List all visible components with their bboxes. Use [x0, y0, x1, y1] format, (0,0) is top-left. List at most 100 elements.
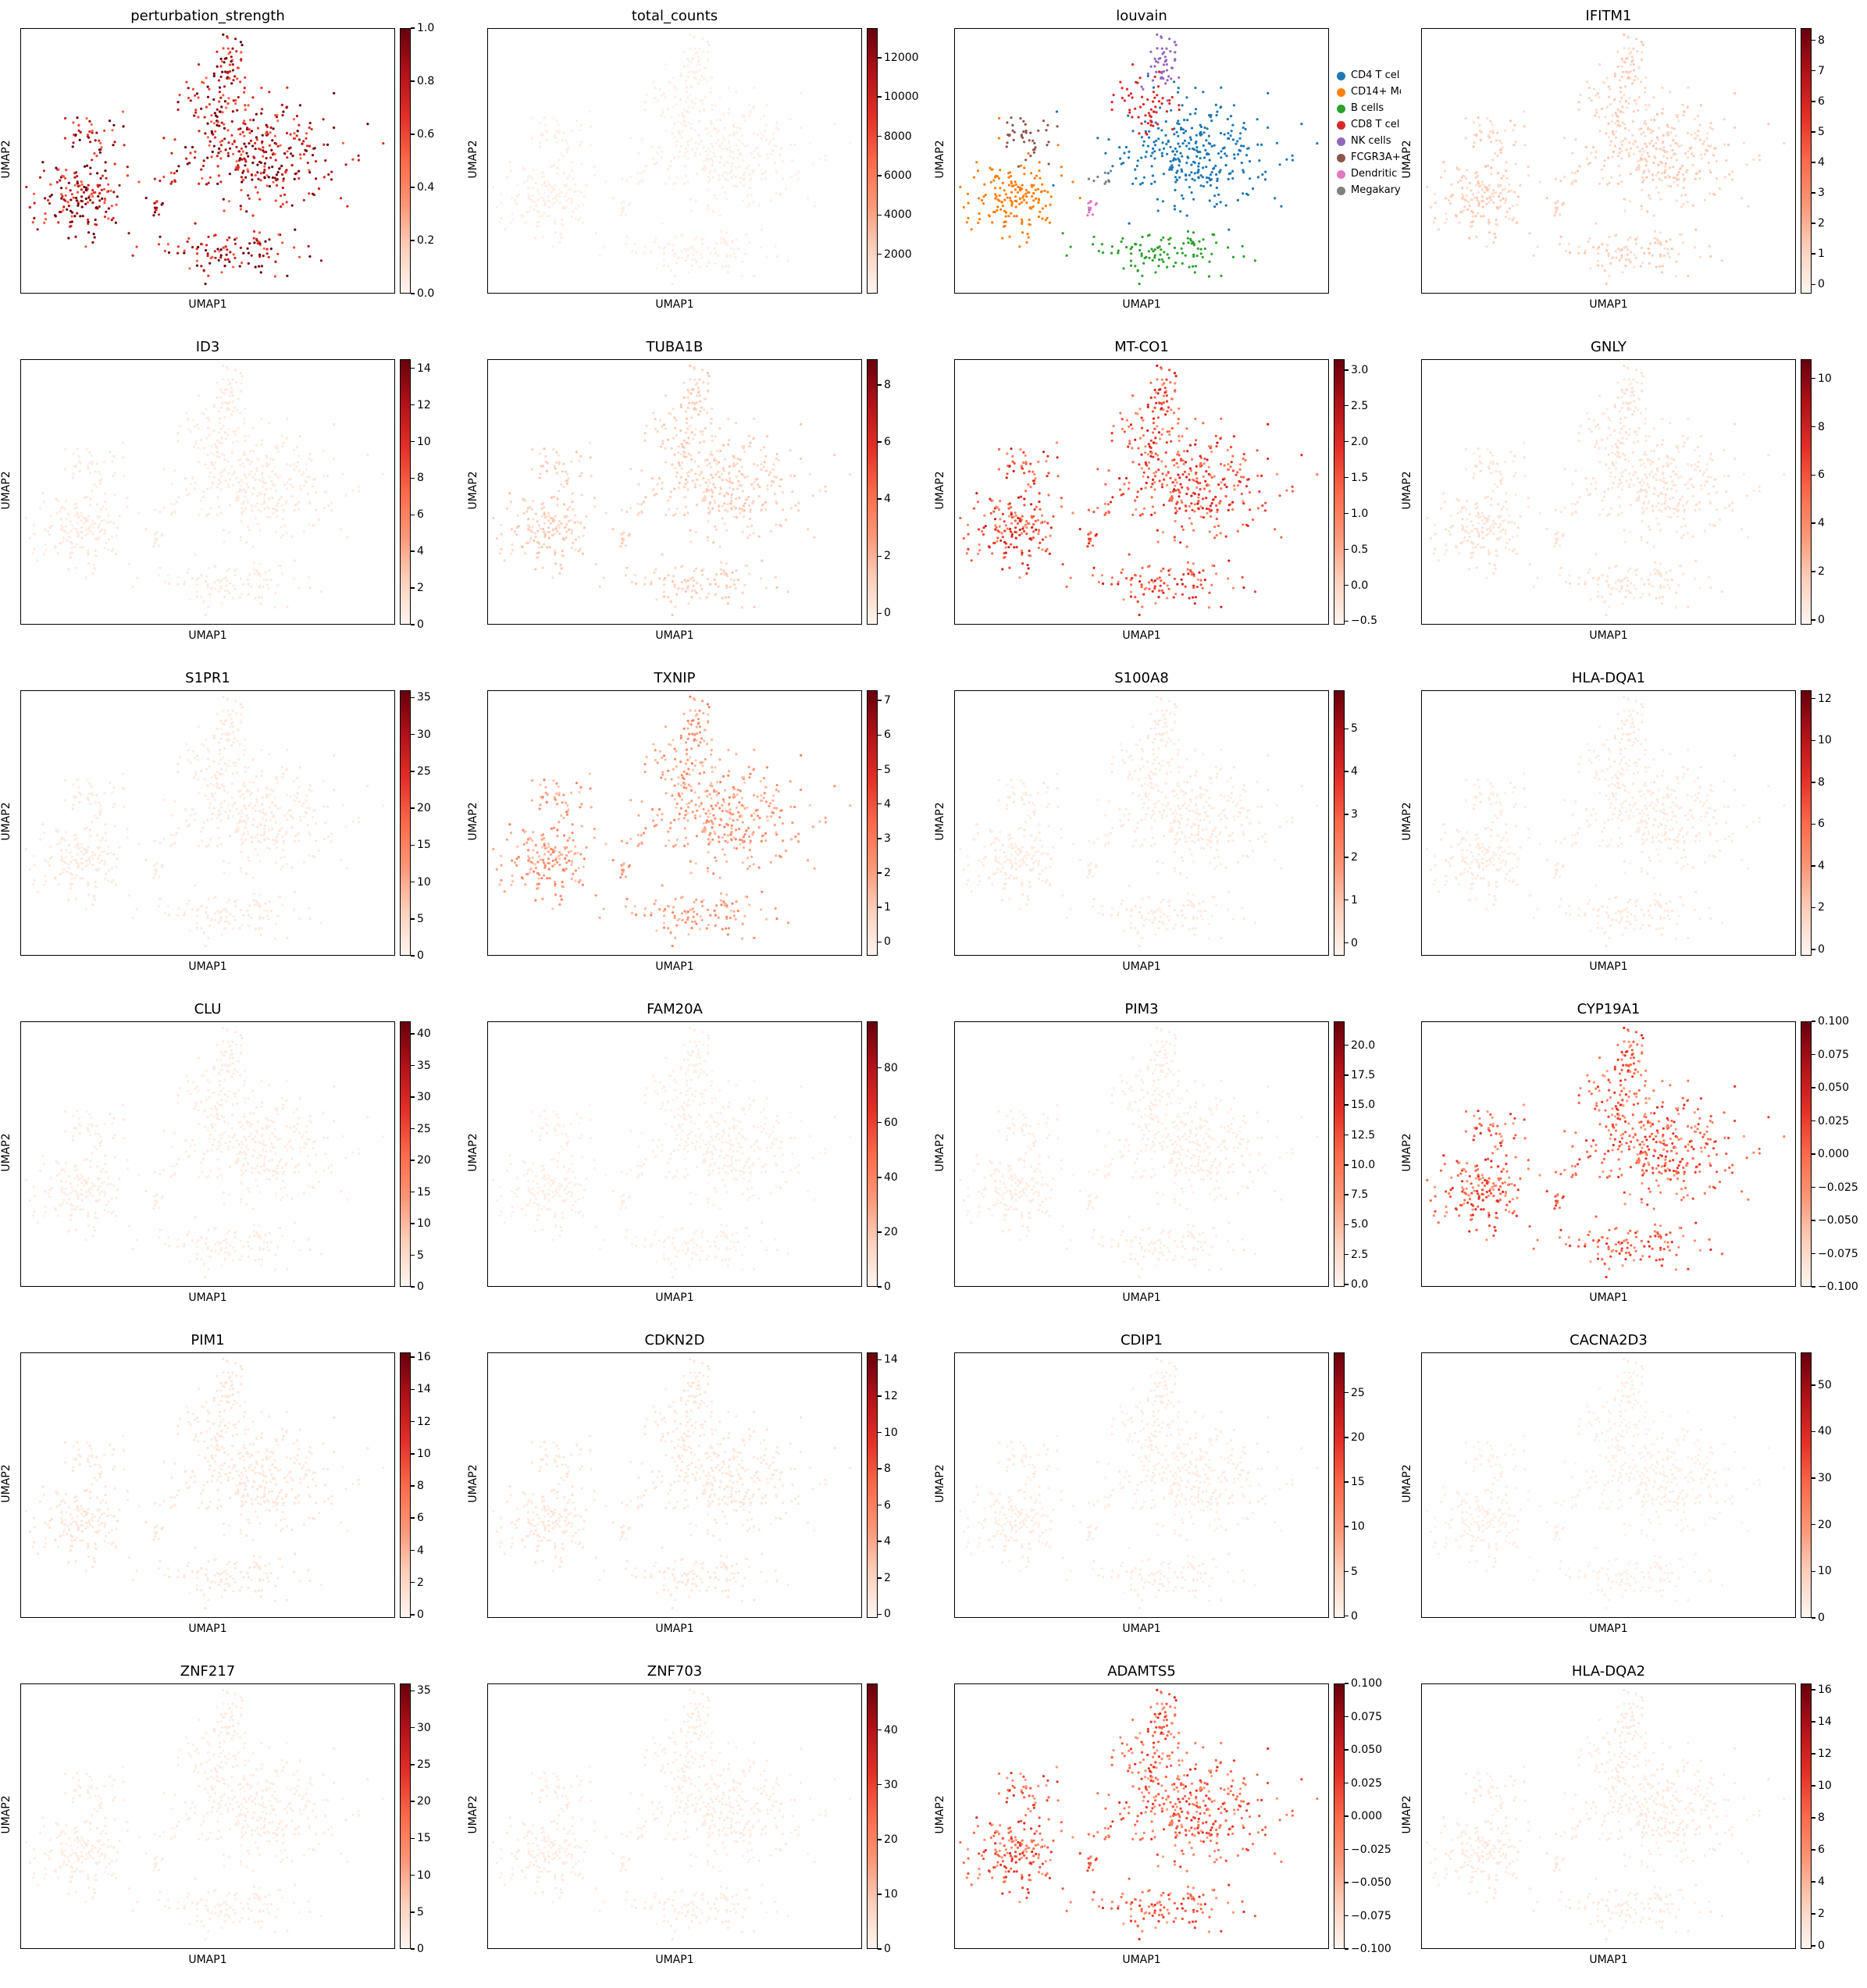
scatter-point [629, 137, 632, 139]
scatter-point [1205, 470, 1207, 472]
scatter-point [265, 157, 268, 159]
scatter-point [1150, 121, 1153, 123]
scatter-point [223, 198, 225, 201]
scatter-point [687, 436, 689, 439]
scatter-point [654, 237, 657, 240]
scatter-point [219, 150, 222, 152]
scatter-point [1184, 471, 1186, 473]
scatter-point [272, 512, 274, 515]
scatter-point [661, 109, 664, 111]
scatter-point [1240, 144, 1242, 147]
scatter-point [189, 151, 191, 154]
scatter-point [1556, 201, 1559, 203]
scatter-point [1593, 88, 1595, 91]
scatter-point [240, 485, 242, 487]
scatter-point [686, 180, 689, 183]
scatter-point [701, 169, 704, 171]
x-axis-label: UMAP1 [954, 298, 1329, 311]
scatter-point [1642, 44, 1644, 46]
scatter-point [192, 88, 194, 91]
scatter-point [680, 122, 682, 124]
scatter-point [305, 137, 307, 140]
scatter-point [1683, 180, 1685, 182]
scatter-point [80, 131, 82, 134]
scatter-point [1669, 176, 1671, 178]
scatter-point [640, 469, 643, 472]
scatter-point [239, 265, 241, 267]
scatter-point [1659, 231, 1662, 233]
scatter-point [218, 259, 220, 262]
scatter-point [286, 481, 288, 483]
scatter-point [1162, 531, 1164, 533]
scatter-point [1656, 113, 1659, 116]
scatter-point [226, 570, 229, 572]
scatter-point [680, 453, 682, 455]
scatter-point [1025, 189, 1028, 191]
scatter-point [173, 510, 176, 512]
scatter-point [1510, 190, 1512, 192]
scatter-point [227, 52, 230, 55]
scatter-point [1245, 128, 1247, 130]
scatter-point [1697, 115, 1699, 117]
scatter-point [1264, 178, 1267, 180]
scatter-point [567, 146, 569, 148]
scatter-point [251, 179, 253, 181]
scatter-point [681, 461, 683, 464]
scatter-point [1027, 152, 1029, 155]
scatter-point [298, 256, 301, 258]
scatter-point [240, 536, 242, 538]
scatter-point [1676, 179, 1678, 181]
scatter-point [107, 183, 109, 186]
scatter-point [285, 106, 287, 109]
scatter-point [177, 101, 180, 103]
scatter-point [707, 593, 710, 595]
scatter-point [1185, 130, 1187, 132]
scatter-point [1489, 130, 1491, 133]
scatter-point [281, 445, 283, 447]
scatter-point [652, 158, 654, 160]
scatter-point [299, 153, 301, 155]
scatter-point [222, 425, 224, 427]
scatter-point [654, 97, 657, 99]
scatter-point [95, 486, 98, 488]
scatter-point [223, 540, 226, 543]
scatter-point [686, 396, 689, 398]
scatter-point [690, 265, 693, 267]
scatter-point [719, 450, 722, 452]
tick-label: 8 [884, 378, 891, 392]
scatter-point [219, 587, 222, 590]
scatter-point [1142, 103, 1145, 105]
scatter-point [216, 382, 218, 384]
scatter-point [255, 517, 257, 519]
scatter-point [1166, 484, 1168, 486]
scatter-point [672, 408, 675, 410]
scatter-point [1608, 86, 1610, 88]
scatter-point [194, 426, 196, 428]
scatter-point [1680, 144, 1683, 147]
scatter-point [562, 132, 565, 134]
scatter-point [1630, 251, 1632, 253]
scatter-point [294, 504, 297, 506]
scatter-point [1641, 148, 1644, 150]
scatter-point [304, 149, 306, 151]
scatter-point [49, 183, 52, 186]
scatter-point [579, 217, 582, 219]
scatter-point [152, 214, 155, 216]
scatter-point [558, 193, 560, 195]
scatter-point [1634, 253, 1636, 255]
scatter-point [1172, 150, 1174, 152]
scatter-point [1637, 169, 1640, 171]
tick-label: 1.0 [417, 21, 434, 35]
scatter-point [710, 489, 712, 491]
scatter-point [1243, 122, 1245, 124]
scatter-point [87, 197, 90, 199]
scatter-point [1631, 55, 1634, 58]
scatter-point [677, 120, 679, 123]
scatter-point [242, 122, 244, 124]
scatter-point [686, 418, 688, 420]
scatter-point [687, 144, 689, 146]
scatter-point [271, 497, 273, 499]
scatter-point [1642, 172, 1644, 174]
scatter-point [746, 526, 749, 528]
